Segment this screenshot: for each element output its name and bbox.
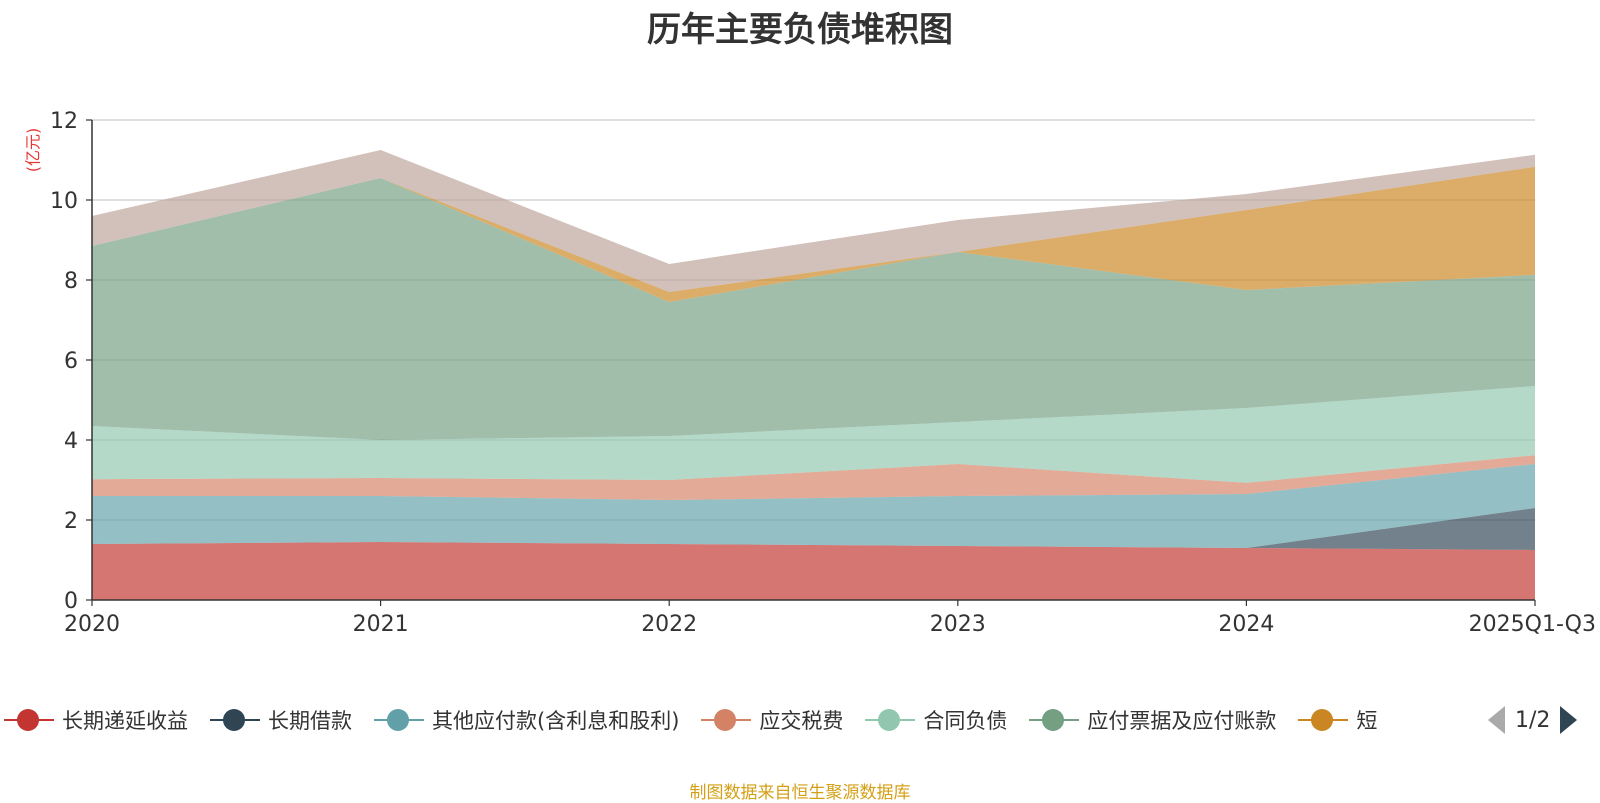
legend-item-label: 合同负债 [923,709,1008,733]
legend-item[interactable]: 应交税费 [701,705,843,735]
chart-title: 历年主要负债堆积图 [647,10,953,50]
legend-pager: 1/2 [1488,704,1600,736]
legend-marker-icon [865,708,916,732]
legend-marker-icon [210,708,260,732]
legend-item-label: 长期递延收益 [62,709,188,733]
x-tick-label: 2022 [641,612,697,637]
legend-marker-icon [701,708,752,732]
area-series-layer [92,150,1535,600]
legend-item[interactable]: 短 [1298,705,1377,735]
legend-prev-page-button[interactable] [1488,706,1505,734]
x-tick-label: 2025Q1-Q3 [1469,612,1596,637]
area-series [92,455,1535,500]
area-series [92,178,1535,440]
y-tick-label: 6 [64,349,78,374]
y-tick-label: 4 [64,429,78,454]
y-tick-label: 10 [50,189,78,214]
legend-marker-icon [1029,708,1080,732]
x-tick-label: 2023 [930,612,986,637]
legend-item[interactable]: 合同负债 [865,705,1007,735]
legend-marker-icon [4,708,54,732]
legend-next-page-button[interactable] [1560,706,1578,734]
legend-page-indicator: 1/2 [1515,707,1551,733]
y-tick-label: 0 [64,589,78,614]
legend: 长期递延收益 长期借款 其他应付款(含利息和股利) 应交税费 合同负债 应付票据及应付账款… [0,704,1482,736]
area-series [92,464,1535,548]
legend-item[interactable]: 应付票据及应付账款 [1029,705,1276,735]
area-series [92,166,1535,302]
area-series [92,150,1535,292]
area-series [92,542,1535,600]
legend-item[interactable]: 其他应付款(含利息和股利) [374,705,679,735]
legend-item-label: 短 [1356,709,1378,733]
x-tick-label: 2021 [353,612,409,637]
data-source-note: 制图数据来自恒生聚源数据库 [689,783,911,803]
legend-item-label: 长期借款 [268,709,352,733]
legend-item[interactable]: 长期递延收益 [4,705,188,735]
y-tick-label: 2 [64,509,78,534]
axes: 0 2 4 6 8 10 12 2020 2021 2022 2023 2024 2025Q1-Q3 [50,109,1596,637]
y-tick-label: 8 [64,269,78,294]
x-tick-label: 2020 [64,612,120,637]
legend-marker-icon [374,708,424,732]
y-tick-label: 12 [50,109,78,134]
legend-item[interactable]: 长期借款 [210,705,352,735]
x-tick-label: 2024 [1218,612,1274,637]
legend-marker-icon [1298,708,1349,732]
stacked-area-chart: 0 2 4 6 8 10 12 2020 2021 2022 2023 2024 2025Q1-Q3 [50,109,1596,637]
area-series [92,508,1535,550]
area-series [92,386,1535,483]
legend-item-label: 其他应付款(含利息和股利) [432,709,680,733]
legend-item-label: 应交税费 [759,709,844,733]
legend-item-label: 应付票据及应付账款 [1087,709,1277,733]
